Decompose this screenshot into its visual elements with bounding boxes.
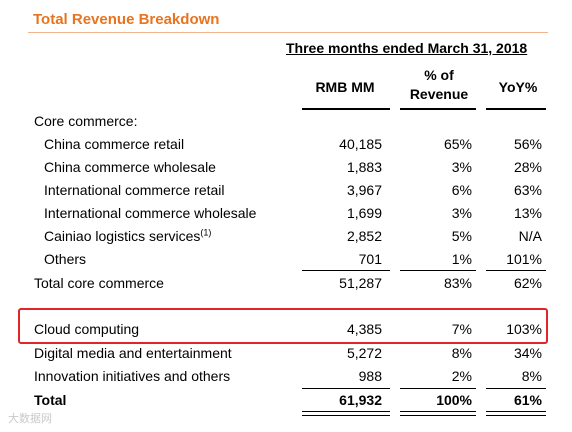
cell-yoy: 13% — [513, 205, 542, 221]
cell-rmb: 61,932 — [339, 392, 382, 408]
table-row-innovation-initiatives: Innovation initiatives and others 988 2%… — [0, 365, 572, 387]
cell-yoy: 8% — [521, 368, 542, 384]
cloud-computing-highlight-box — [18, 308, 548, 344]
cell-pct: 5% — [451, 228, 472, 244]
table-row-international-commerce-wholesale: International commerce wholesale 1,699 3… — [0, 202, 572, 224]
cell-yoy: 34% — [513, 345, 542, 361]
total-rule-pct — [400, 388, 476, 389]
cell-rmb: 2,852 — [346, 228, 382, 244]
column-header-yoy: YoY% — [498, 79, 538, 95]
cell-yoy: 62% — [513, 275, 542, 291]
row-label: Total core commerce — [34, 275, 164, 291]
subtotal-rule-rmb — [302, 270, 390, 271]
table-row-others: Others 701 1% 101% — [0, 248, 572, 270]
table-row-digital-media: Digital media and entertainment 5,272 8%… — [0, 342, 572, 364]
table-title: Total Revenue Breakdown — [33, 11, 220, 28]
table-row-china-commerce-retail: China commerce retail 40,185 65% 56% — [0, 133, 572, 155]
row-label: Others — [44, 251, 87, 267]
cell-pct: 2% — [451, 368, 472, 384]
column-header-pct-line2: Revenue — [409, 86, 469, 102]
cell-rmb: 3,967 — [346, 182, 382, 198]
column-underline-pct — [400, 108, 476, 110]
period-header: Three months ended March 31, 2018 — [286, 40, 528, 56]
title-divider — [28, 32, 548, 33]
cell-pct: 100% — [436, 392, 472, 408]
column-underline-yoy — [486, 108, 546, 110]
table-row-cloud-computing: Cloud computing 4,385 7% 103% — [0, 318, 572, 340]
row-label: International commerce retail — [44, 182, 225, 198]
cell-yoy: 103% — [506, 321, 542, 337]
cell-yoy: N/A — [518, 228, 542, 244]
table-row-cainiao-logistics: Cainiao logistics services(1) 2,852 5% N… — [0, 225, 572, 247]
footnote-marker: (1) — [200, 227, 212, 238]
cell-yoy: 56% — [513, 136, 542, 152]
column-header-pct-line1: % of — [424, 67, 454, 83]
column-header-rmb: RMB MM — [315, 79, 375, 95]
row-label: Digital media and entertainment — [34, 345, 232, 361]
cell-pct: 8% — [451, 345, 472, 361]
row-label-wrapper: Cainiao logistics services(1) — [44, 225, 211, 247]
total-double-rule-pct — [400, 411, 476, 416]
cell-yoy: 63% — [513, 182, 542, 198]
row-label: Cloud computing — [34, 321, 140, 337]
row-label: Cainiao logistics services — [44, 228, 201, 244]
cell-pct: 3% — [451, 205, 472, 221]
cell-yoy: 28% — [513, 159, 542, 175]
cell-pct: 7% — [451, 321, 472, 337]
cell-pct: 83% — [443, 275, 472, 291]
column-header-pct-revenue: % of Revenue — [402, 66, 476, 104]
subtotal-rule-yoy — [486, 270, 546, 271]
cell-pct: 65% — [443, 136, 472, 152]
total-rule-yoy — [486, 388, 546, 389]
table-row-international-commerce-retail: International commerce retail 3,967 6% 6… — [0, 179, 572, 201]
cell-rmb: 40,185 — [339, 136, 382, 152]
cell-yoy: 101% — [506, 251, 542, 267]
table-row-total: Total 61,932 100% 61% — [0, 389, 572, 411]
subtotal-rule-pct — [400, 270, 476, 271]
total-double-rule-yoy — [486, 411, 546, 416]
table-row-core-commerce-heading: Core commerce: — [0, 110, 572, 132]
row-label: Innovation initiatives and others — [34, 368, 231, 384]
table-row-china-commerce-wholesale: China commerce wholesale 1,883 3% 28% — [0, 156, 572, 178]
cell-rmb: 51,287 — [339, 275, 382, 291]
total-double-rule-rmb — [302, 411, 390, 416]
cell-rmb: 4,385 — [346, 321, 382, 337]
row-label: China commerce wholesale — [44, 159, 216, 175]
row-label: International commerce wholesale — [44, 205, 257, 221]
row-label: Total — [34, 392, 67, 408]
cell-yoy: 61% — [513, 392, 542, 408]
column-underline-rmb — [302, 108, 390, 110]
cell-rmb: 5,272 — [346, 345, 382, 361]
cell-rmb: 1,883 — [346, 159, 382, 175]
cell-rmb: 1,699 — [346, 205, 382, 221]
cell-rmb: 988 — [358, 368, 382, 384]
row-label: Core commerce: — [34, 113, 138, 129]
cell-pct: 3% — [451, 159, 472, 175]
watermark: 大数据网 — [8, 413, 52, 425]
table-row-total-core-commerce: Total core commerce 51,287 83% 62% — [0, 272, 572, 294]
cell-pct: 1% — [451, 251, 472, 267]
row-label: China commerce retail — [44, 136, 185, 152]
cell-pct: 6% — [451, 182, 472, 198]
cell-rmb: 701 — [358, 251, 382, 267]
total-rule-rmb — [302, 388, 390, 389]
